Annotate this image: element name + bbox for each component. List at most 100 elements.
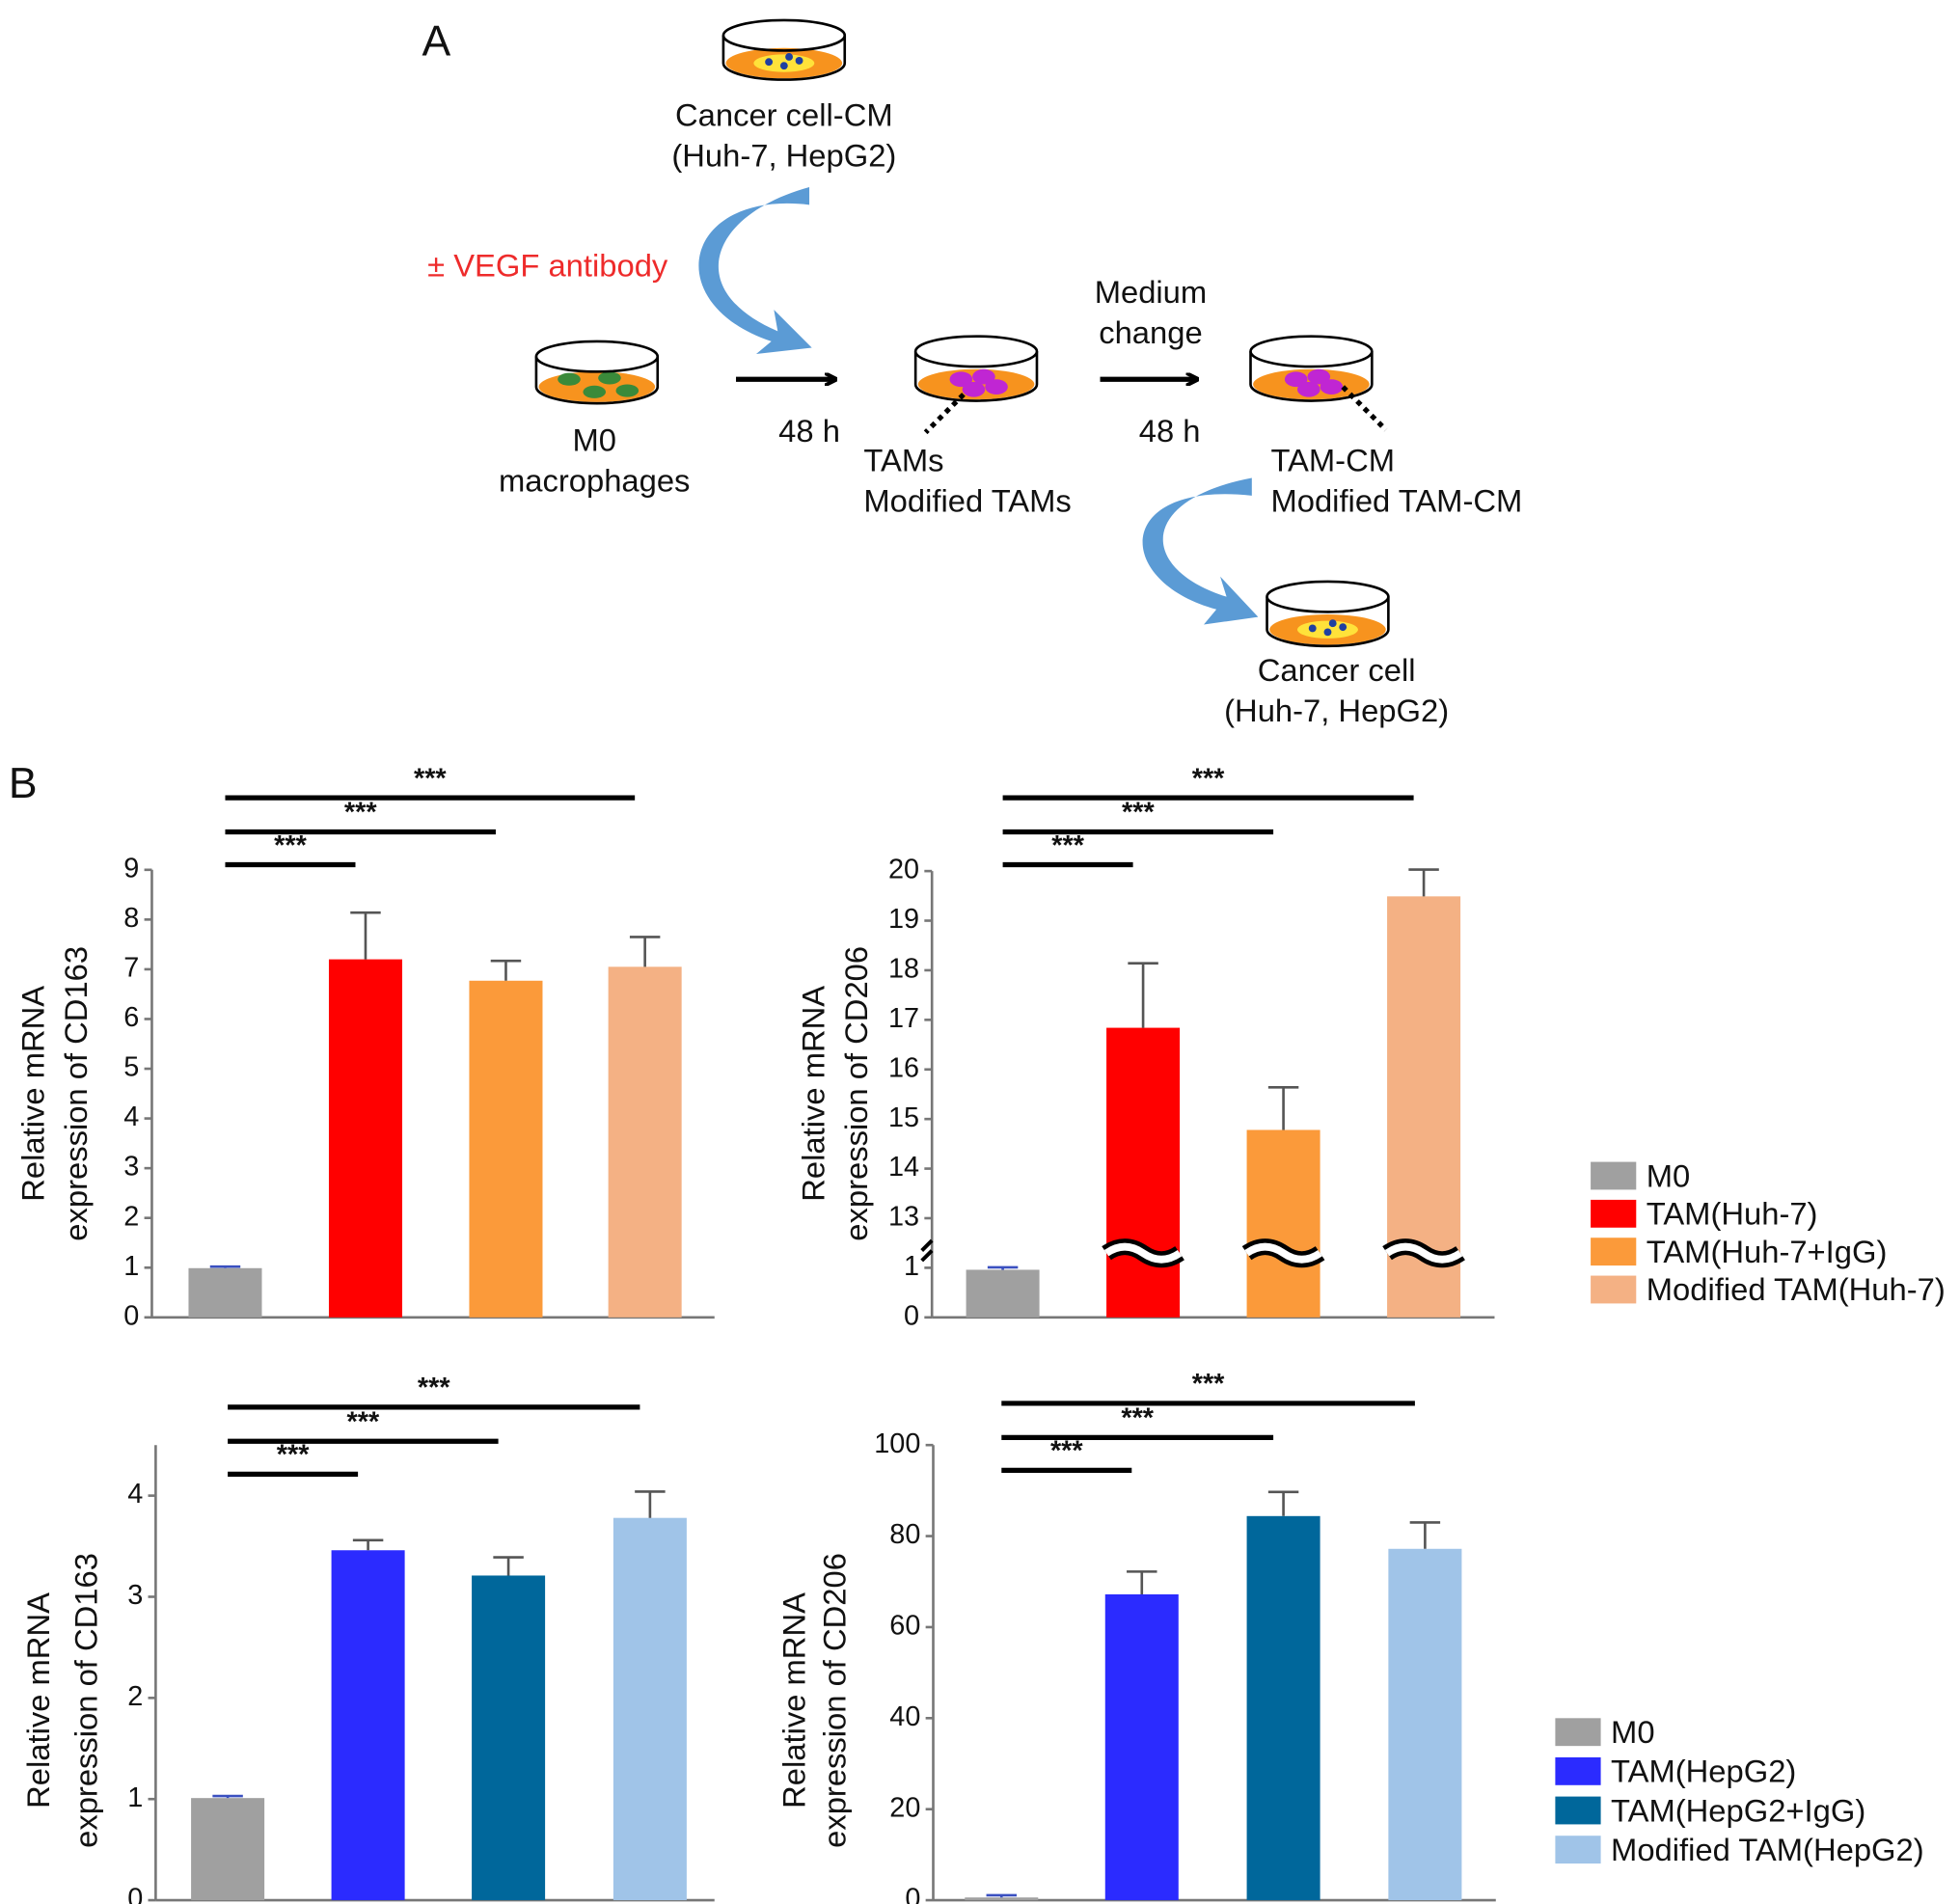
error-bar [493, 1556, 524, 1576]
error-bar [350, 911, 381, 960]
bar [191, 1798, 265, 1901]
y-tick-label: 4 [123, 1102, 139, 1132]
y-tick-label: 20 [888, 855, 919, 885]
error-bar [212, 1794, 243, 1799]
y-tick-label: 1 [904, 1251, 919, 1282]
bar [1104, 1593, 1179, 1901]
y-tick-label: 15 [888, 1102, 919, 1133]
y-axis-label: Relative mRNA [20, 1592, 56, 1809]
dish [1266, 580, 1390, 648]
significance-label: *** [344, 798, 377, 829]
label: (Huh-7, HepG2) [671, 138, 896, 174]
y-tick-label: 3 [127, 1580, 143, 1611]
legend-swatch [1555, 1718, 1601, 1747]
error-bar [1409, 1521, 1441, 1549]
bar [1246, 1515, 1320, 1901]
error-bar [209, 1265, 241, 1268]
legend-label: TAM(HepG2) [1611, 1754, 1796, 1789]
legend-label: Modified TAM(HepG2) [1611, 1832, 1924, 1867]
y-tick-label: 3 [123, 1152, 139, 1183]
curved-arrow [1142, 477, 1259, 625]
error-bar [987, 1265, 1019, 1270]
pointer [1341, 385, 1388, 432]
error-bar [986, 1893, 1018, 1898]
bar [1106, 1027, 1181, 1318]
label: Medium [1095, 274, 1207, 310]
y-tick-label: 2 [127, 1681, 143, 1712]
legend-swatch [1591, 1199, 1637, 1228]
y-tick-label: 13 [888, 1202, 919, 1233]
y-tick-label: 7 [123, 953, 139, 984]
axis-break [920, 1238, 934, 1263]
y-tick-label: 6 [123, 1002, 139, 1033]
label: TAMs [863, 442, 943, 477]
y-tick-label: 0 [905, 1884, 920, 1904]
error-bar [1127, 1570, 1157, 1594]
significance-label: *** [1051, 830, 1084, 861]
y-tick-label: 80 [889, 1519, 920, 1550]
y-tick-label: 17 [888, 1003, 919, 1034]
bar [328, 959, 402, 1318]
bar [1388, 1548, 1462, 1901]
significance-label: *** [1122, 798, 1155, 829]
label: Cancer cell [1258, 652, 1416, 688]
y-tick-label: 16 [888, 1052, 919, 1083]
dish [1249, 335, 1374, 402]
label: Cancer cell-CM [675, 97, 893, 133]
y-tick-label: 0 [123, 1300, 139, 1331]
bar [1246, 1129, 1320, 1318]
diagram: A [9, 18, 1522, 807]
y-axis-label: expression of CD163 [58, 946, 94, 1241]
label: Modified TAMs [863, 482, 1071, 518]
legend-swatch [1555, 1756, 1601, 1785]
y-tick-label: 0 [127, 1884, 143, 1904]
bar [188, 1267, 262, 1318]
dish [913, 335, 1039, 402]
y-tick-label: 40 [889, 1701, 920, 1732]
axis-break [1103, 1242, 1183, 1264]
dish [721, 18, 847, 81]
label: Modified TAM-CM [1270, 482, 1522, 518]
label: ± VEGF antibody [427, 248, 668, 284]
significance-label: *** [347, 1407, 380, 1438]
significance-label: *** [1050, 1436, 1083, 1467]
error-bar [352, 1538, 384, 1551]
error-bar [629, 936, 661, 967]
bar [965, 1897, 1039, 1901]
bar [472, 1575, 546, 1901]
label: 48 h [778, 413, 840, 449]
error-bar [635, 1490, 666, 1518]
label: TAM-CM [1270, 442, 1395, 477]
significance-label: *** [1121, 1403, 1154, 1434]
legend-label: Modified TAM(Huh-7) [1647, 1271, 1946, 1307]
significance-label: *** [277, 1440, 310, 1471]
legend-label: TAM(Huh-7+IgG) [1647, 1234, 1888, 1269]
error-bar [1267, 1085, 1299, 1130]
bar [469, 980, 543, 1318]
significance-label: *** [274, 830, 307, 861]
error-bar [1267, 1490, 1299, 1516]
y-tick-label: 8 [123, 903, 139, 934]
legend-label: M0 [1611, 1714, 1655, 1750]
y-axis-label: expression of CD163 [68, 1553, 104, 1848]
error-bar [490, 959, 522, 981]
y-tick-label: 9 [123, 853, 139, 884]
label: change [1099, 314, 1202, 350]
y-tick-label: 1 [127, 1782, 143, 1813]
y-tick-label: 60 [889, 1611, 920, 1642]
legend-swatch [1555, 1836, 1601, 1864]
legend-swatch [1591, 1275, 1637, 1304]
y-axis-label: Relative mRNA [795, 986, 830, 1202]
panel-label: A [422, 18, 451, 66]
legend-swatch [1555, 1796, 1601, 1825]
legend-swatch [1591, 1161, 1637, 1190]
bar [608, 966, 682, 1318]
y-tick-label: 100 [874, 1428, 920, 1459]
significance-label: *** [1192, 763, 1225, 794]
y-axis-label: Relative mRNA [15, 986, 51, 1202]
y-tick-label: 5 [123, 1052, 139, 1083]
y-tick-label: 0 [904, 1300, 919, 1331]
panel-label: B [9, 760, 38, 807]
axis-break [1384, 1242, 1463, 1264]
